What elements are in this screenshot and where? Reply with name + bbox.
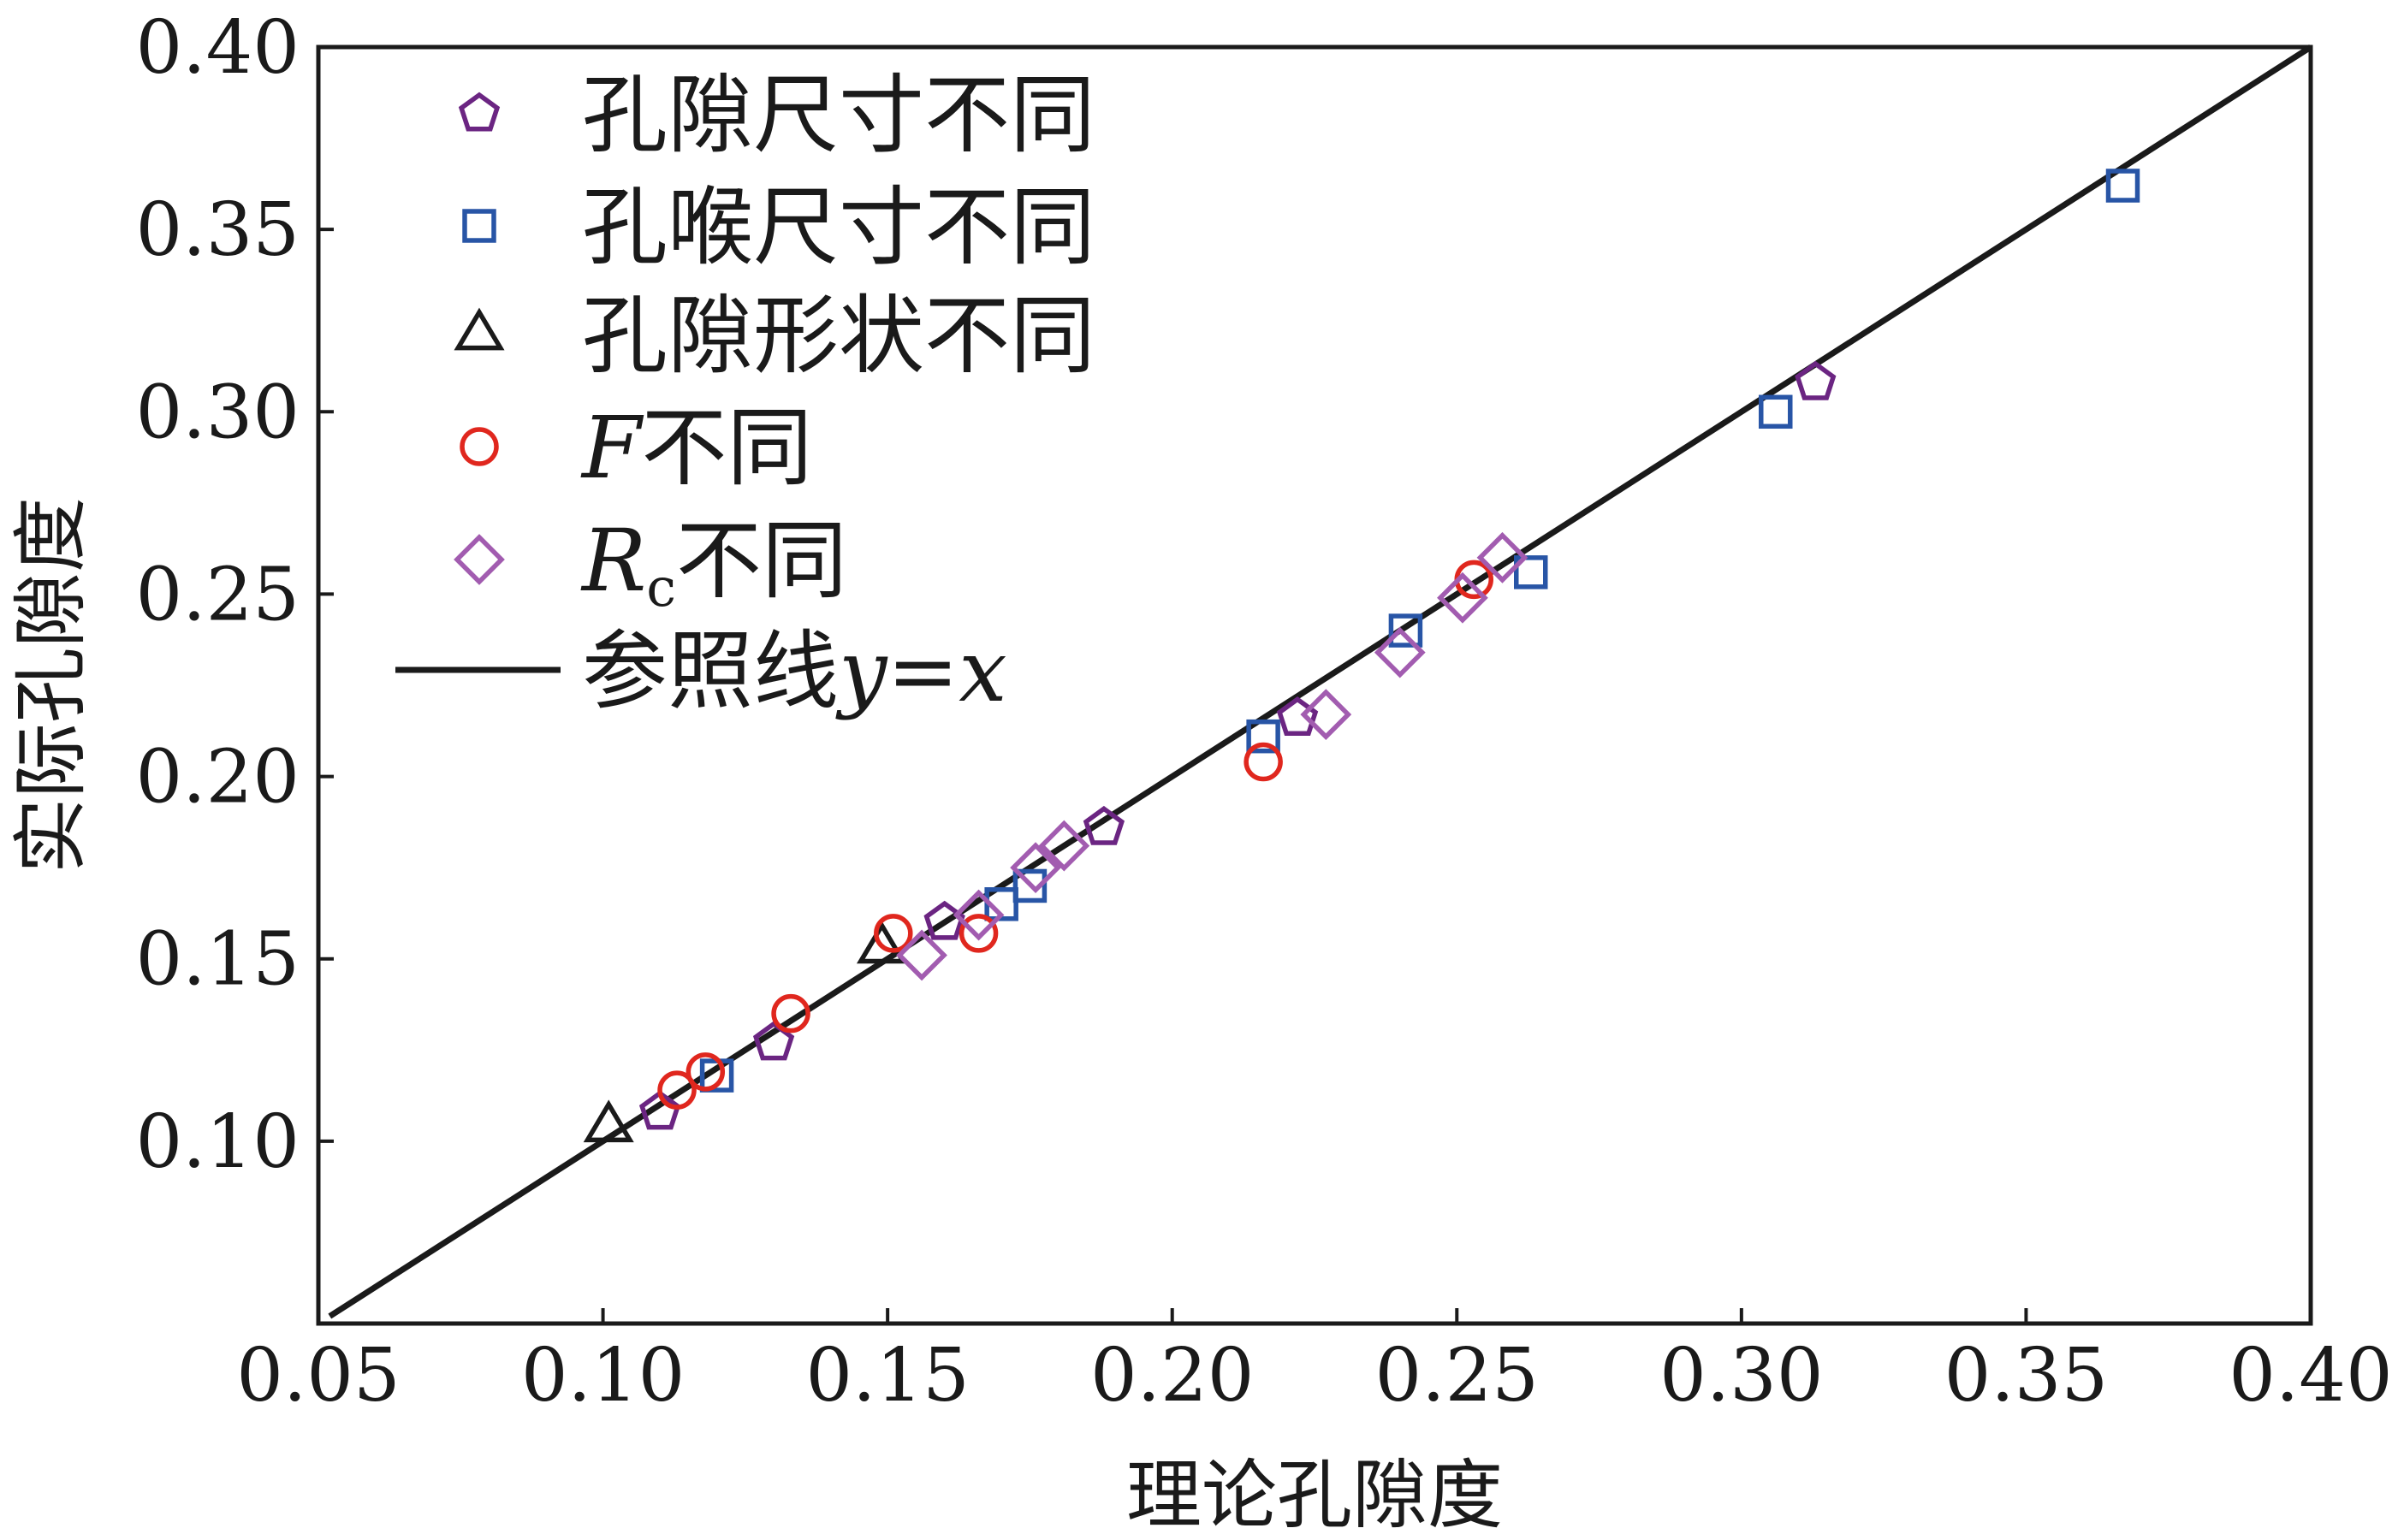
legend-item: F不同: [460, 398, 812, 498]
x-tick-label: 0.15: [805, 1333, 969, 1419]
legend-item: 参照线y=x: [395, 621, 1007, 721]
y-tick-label: 0.35: [136, 187, 300, 273]
data-point-square: [1514, 555, 1548, 589]
data-point-diamond: [1010, 842, 1061, 894]
data-point-square: [1759, 394, 1793, 429]
x-tick-label: 0.30: [1659, 1333, 1823, 1419]
legend-marker-triangle: [454, 307, 505, 351]
y-tick-label: 0.25: [136, 552, 300, 637]
series-circle: [657, 560, 1493, 1110]
data-point-triangle: [856, 921, 908, 964]
data-point-circle: [1244, 742, 1283, 782]
data-point-diamond: [896, 929, 947, 981]
data-point-circle: [686, 1052, 726, 1092]
legend-label: Rc不同: [580, 511, 847, 619]
data-point-circle: [771, 993, 810, 1034]
x-tick-label: 0.20: [1090, 1333, 1254, 1419]
x-tick-label: 0.10: [521, 1333, 685, 1419]
data-point-circle: [1454, 560, 1493, 600]
series-square: [699, 169, 2140, 1093]
data-point-circle: [657, 1070, 697, 1110]
data-point-triangle: [583, 1099, 634, 1143]
legend-marker-pentagon: [458, 92, 501, 132]
data-point-diamond: [1038, 820, 1090, 872]
y-tick-label: 0.30: [136, 370, 300, 455]
series-diamond: [896, 531, 1528, 981]
legend-label: 孔隙尺寸不同: [582, 65, 1095, 165]
x-tick-label: 0.40: [2229, 1333, 2392, 1419]
reference-line-layer: [328, 44, 2312, 1319]
legend-marker-diamond: [454, 534, 505, 585]
legend-label: 参照线y=x: [582, 621, 1007, 721]
data-point-pentagon: [1795, 360, 1837, 400]
data-point-diamond: [953, 889, 1005, 941]
data-point-square: [1012, 868, 1048, 903]
data-point-diamond: [1437, 572, 1488, 624]
y-tick-label: 0.15: [136, 917, 300, 1003]
legend-marker-square: [462, 209, 496, 243]
data-point-square: [1388, 613, 1423, 648]
legend-item: 孔隙形状不同: [454, 286, 1095, 386]
reference-line: [328, 44, 2312, 1319]
data-point-square: [1246, 719, 1280, 754]
data-points-layer: [583, 169, 2140, 1143]
legend-label: 孔喉尺寸不同: [582, 177, 1095, 277]
data-point-pentagon: [1276, 696, 1319, 736]
legend-item: 孔喉尺寸不同: [462, 177, 1095, 277]
series-triangle: [583, 921, 908, 1143]
y-tick-label: 0.40: [136, 5, 300, 91]
data-point-pentagon: [1083, 805, 1125, 845]
y-axis: 0.10 0.15 0.20 0.25 0.30 0.35 0.40: [136, 5, 334, 1185]
data-point-diamond: [1476, 531, 1528, 583]
y-tick-label: 0.20: [136, 735, 300, 820]
y-tick-label: 0.10: [136, 1099, 300, 1185]
series-pentagon: [638, 360, 1837, 1130]
data-point-circle: [959, 914, 999, 953]
plot-area: [316, 44, 2313, 1326]
legend-label: 孔隙形状不同: [582, 286, 1095, 386]
legend-item: 孔隙尺寸不同: [458, 65, 1095, 165]
plot-frame: [316, 44, 2313, 1326]
x-axis: 0.05 0.10 0.15 0.20 0.25 0.30 0.35 0.40: [236, 1308, 2393, 1419]
x-tick-label: 0.25: [1375, 1333, 1539, 1419]
data-point-pentagon: [638, 1090, 681, 1130]
x-axis-title: 理论孔隙度: [1126, 1451, 1503, 1539]
x-tick-label: 0.35: [1944, 1333, 2108, 1419]
data-point-square: [2105, 169, 2140, 203]
data-point-diamond: [1374, 626, 1426, 678]
legend-marker-circle: [460, 427, 499, 466]
data-point-circle: [874, 914, 913, 953]
data-point-diamond: [1300, 689, 1352, 740]
x-tick-label: 0.05: [236, 1333, 400, 1419]
data-point-pentagon: [752, 1021, 795, 1061]
y-axis-title: 实际孔隙度: [7, 497, 95, 874]
legend-label: F不同: [580, 398, 812, 498]
legend-item: Rc不同: [454, 511, 847, 619]
